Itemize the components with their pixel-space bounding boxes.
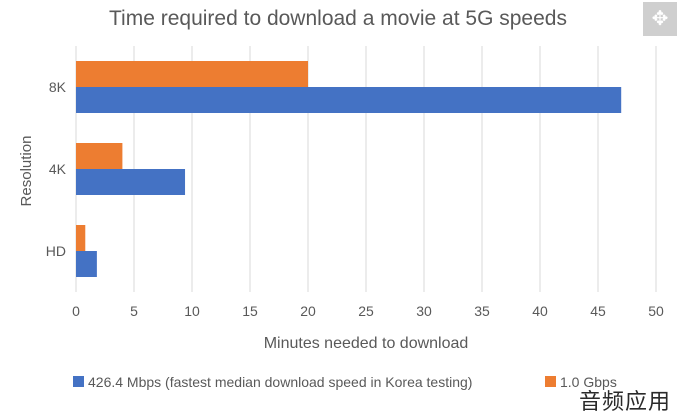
legend-swatch (73, 376, 84, 387)
bars (76, 61, 622, 277)
bar-8K-series-1 (76, 61, 308, 87)
x-tick-label: 30 (416, 303, 432, 319)
bar-HD-series-2 (76, 251, 97, 277)
x-tick-labels: 0 5 10 15 20 25 30 35 40 45 50 (72, 303, 664, 319)
category-label: HD (46, 243, 66, 259)
x-tick-label: 50 (648, 303, 664, 319)
category-label: 8K (49, 79, 67, 95)
y-axis-label: Resolution (18, 136, 35, 207)
x-tick-label: 15 (242, 303, 258, 319)
bar-8K-series-2 (76, 87, 622, 113)
x-tick-label: 35 (474, 303, 490, 319)
category-labels: 8K 4K HD (46, 79, 67, 259)
legend-label: 426.4 Mbps (fastest median download spee… (88, 374, 472, 390)
bar-HD-series-1 (76, 225, 86, 251)
x-tick-label: 20 (300, 303, 316, 319)
x-tick-label: 10 (184, 303, 200, 319)
x-tick-label: 45 (590, 303, 606, 319)
x-tick-label: 40 (532, 303, 548, 319)
watermark: 音频应用 (578, 390, 671, 415)
x-axis-label: Minutes needed to download (264, 335, 469, 352)
expand-arrows-icon[interactable]: ✥ (643, 2, 677, 36)
chart-title: Time required to download a movie at 5G … (109, 7, 567, 30)
legend: 426.4 Mbps (fastest median download spee… (73, 374, 617, 390)
bar-4K-series-1 (76, 143, 123, 169)
x-tick-label: 25 (358, 303, 374, 319)
legend-swatch (545, 376, 556, 387)
x-tick-label: 5 (130, 303, 138, 319)
bar-4K-series-2 (76, 169, 186, 195)
category-label: 4K (49, 161, 67, 177)
x-tick-label: 0 (72, 303, 80, 319)
legend-label: 1.0 Gbps (560, 374, 617, 390)
